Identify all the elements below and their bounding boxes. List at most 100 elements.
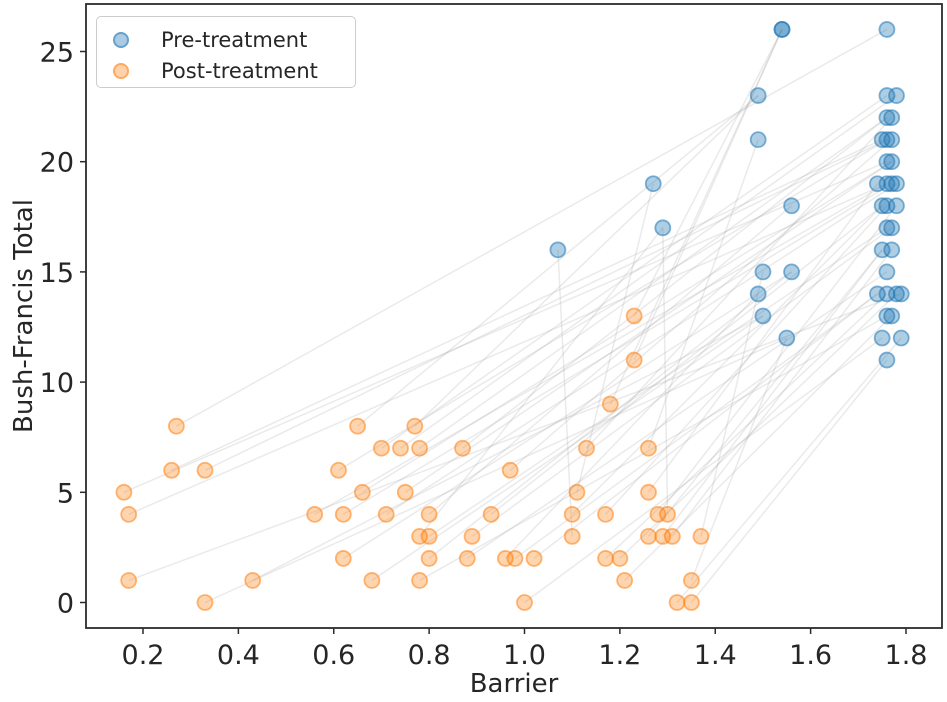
pre-treatment-point (892, 329, 910, 347)
y-tick-label: 25 (40, 38, 74, 69)
pre-treatment-point (549, 241, 567, 259)
post-treatment-point (482, 505, 500, 523)
post-treatment-point (611, 550, 629, 567)
post-treatment-point (625, 351, 643, 369)
pair-line (381, 94, 888, 449)
pair-line (533, 293, 878, 560)
legend: Pre-treatment Post-treatment (96, 16, 356, 88)
y-tick-label: 10 (40, 368, 74, 399)
pair-line (605, 293, 888, 559)
pair-line (509, 139, 893, 471)
post-treatment-point (167, 417, 185, 435)
pair-line (690, 359, 888, 603)
legend-item-post-treatment: Post-treatment (113, 56, 355, 86)
pair-line (361, 161, 893, 493)
post-treatment-point (411, 572, 428, 589)
x-tick-label: 1.2 (598, 640, 641, 671)
pre-treatment-point (878, 351, 896, 369)
pre-treatment-point (883, 131, 901, 149)
x-tick-label: 0.2 (122, 640, 165, 671)
post-treatment-point (120, 505, 138, 523)
post-treatment-point (668, 594, 686, 611)
post-treatment-point (377, 505, 395, 523)
legend-label-post: Post-treatment (161, 59, 318, 83)
pair-line (609, 29, 783, 405)
pair-line (204, 138, 888, 471)
x-tick-label: 1.4 (694, 640, 737, 671)
post-treatment-point (640, 527, 657, 545)
pre-treatment-point (749, 285, 767, 303)
post-treatment-point (196, 461, 214, 479)
pre-treatment-point (878, 109, 896, 127)
x-tick-label: 0.4 (217, 640, 260, 671)
pair-line (428, 271, 793, 560)
pair-line (647, 139, 759, 449)
plot-border (85, 3, 943, 629)
pre-treatment-point (783, 263, 800, 281)
pair-line (700, 271, 764, 537)
pair-line (418, 227, 664, 537)
pair-line (252, 315, 764, 582)
pre-treatment-point (749, 87, 767, 104)
pair-line (414, 95, 759, 427)
post-treatment-point (244, 572, 262, 589)
post-treatment-point (663, 527, 681, 545)
pre-treatment-point (883, 219, 901, 237)
pair-line (176, 28, 888, 427)
y-tick-label: 0 (57, 589, 74, 620)
pre-treatment-point (883, 175, 901, 193)
post-treatment-point (625, 307, 643, 325)
post-treatment-point (458, 550, 476, 567)
pair-line (471, 227, 893, 537)
pre-treatment-point (883, 153, 901, 171)
pair-line (385, 183, 897, 515)
pre-treatment-point (873, 329, 891, 347)
post-treatment-point (683, 594, 700, 611)
pre-treatment-point (883, 109, 901, 127)
post-treatment-point (392, 439, 409, 457)
pair-line (524, 337, 883, 604)
pre-treatment-point (754, 307, 772, 325)
pair-line (342, 271, 792, 560)
pre-treatment-point (878, 307, 896, 325)
pair-line (490, 205, 883, 515)
pair-line (605, 205, 888, 515)
pair-line (419, 117, 888, 449)
post-treatment-marker-icon (113, 63, 129, 79)
y-tick-label: 20 (40, 148, 74, 179)
post-treatment-point (525, 550, 543, 567)
x-tick-label: 1.0 (503, 640, 546, 671)
post-treatment-point (334, 505, 352, 523)
post-treatment-point (640, 439, 657, 457)
pair-line (662, 227, 669, 515)
pre-treatment-point (654, 219, 672, 237)
y-axis-label: Bush-Francis Total (9, 199, 39, 433)
post-treatment-point (334, 550, 352, 567)
legend-item-pre-treatment: Pre-treatment (113, 25, 355, 55)
pre-treatment-point (878, 21, 896, 38)
pair-line (338, 139, 888, 471)
pair-line (633, 29, 783, 317)
post-treatment-point (406, 417, 424, 435)
pre-treatment-point (878, 153, 896, 171)
post-treatment-point (578, 439, 595, 457)
post-treatment-point (659, 505, 676, 523)
post-treatment-point (692, 527, 710, 545)
pair-line (400, 94, 897, 449)
post-treatment-point (420, 505, 438, 523)
post-treatment-point (640, 483, 657, 501)
post-treatment-point (454, 439, 471, 457)
pair-line (671, 249, 893, 537)
post-treatment-point (568, 483, 586, 501)
pair-line (428, 205, 793, 515)
pair-line (123, 161, 888, 493)
post-treatment-point (306, 505, 324, 523)
pair-line (357, 95, 759, 427)
post-treatment-point (396, 483, 414, 501)
post-treatment-point (196, 594, 214, 611)
pre-treatment-point (888, 197, 905, 215)
pre-treatment-point (888, 175, 905, 193)
post-treatment-point (506, 550, 524, 567)
pre-treatment-point (778, 329, 796, 347)
